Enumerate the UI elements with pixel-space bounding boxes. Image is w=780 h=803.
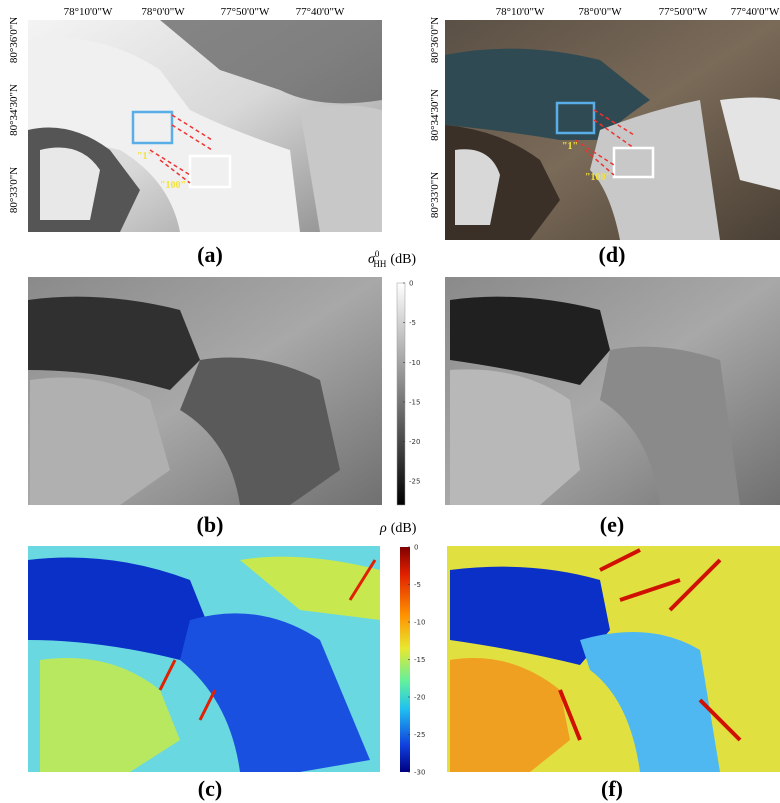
colorbar-tick-label: -15 (414, 656, 425, 664)
panel-e-image (445, 277, 780, 505)
annotation: "1" (137, 151, 153, 162)
panel-b-image (28, 277, 382, 505)
lon-tick-label: 77°40'0"W (731, 6, 780, 18)
annotation: "100" (585, 172, 611, 183)
colorbar-tick-label: -30 (414, 769, 425, 777)
panel-label: (f) (601, 776, 623, 801)
panel-label: (d) (599, 242, 626, 267)
panel-label: (c) (198, 776, 222, 801)
lon-tick-label: 78°0'0"W (141, 6, 185, 18)
figure: σ0HH(dB) ρ(dB) (a) (b) (c) (d) (e) (f) 78°10'0… (0, 0, 780, 803)
colorbar-tick-label: -10 (414, 619, 425, 627)
panel-label: (a) (197, 242, 223, 267)
annotation: "100" (160, 180, 186, 191)
panel-label: (b) (197, 512, 224, 537)
colorbar-tick-label: -10 (409, 359, 420, 367)
panel-c-image (28, 546, 380, 772)
lat-tick-label: 80°33'0"N (429, 172, 441, 218)
colorbar-sigma (397, 283, 405, 505)
panel-f-image (447, 546, 780, 772)
colorbar-tick-label: 0 (409, 280, 413, 288)
colorbar-tick-label: -5 (409, 319, 416, 327)
lat-tick-label: 80°34'30"N (429, 89, 441, 141)
lon-tick-label: 77°50'0"W (659, 6, 708, 18)
panel-d-image (445, 20, 780, 240)
colorbar-tick-label: -20 (409, 438, 420, 446)
colorbar-tick-label: -20 (414, 694, 425, 702)
lon-tick-label: 78°0'0"W (578, 6, 622, 18)
lon-tick-label: 78°10'0"W (496, 6, 545, 18)
annotation: "1" (562, 141, 578, 152)
panel-label: (e) (600, 512, 624, 537)
lon-tick-label: 78°10'0"W (64, 6, 113, 18)
colorbar-tick-label: -15 (409, 398, 420, 406)
lat-tick-label: 80°34'30"N (8, 84, 20, 136)
colorbar-tick-label: -25 (409, 478, 420, 486)
colorbar-tick-label: -25 (414, 731, 425, 739)
lat-tick-label: 80°33'0"N (8, 167, 20, 213)
panel-a-image (28, 20, 382, 232)
colorbar-tick-label: 0 (414, 544, 418, 552)
colorbar-title: ρ(dB) (379, 521, 417, 536)
colorbar-tick-label: -5 (414, 581, 421, 589)
lon-tick-label: 77°50'0"W (221, 6, 270, 18)
lon-tick-label: 77°40'0"W (296, 6, 345, 18)
lat-tick-label: 80°36'0"N (8, 17, 20, 63)
lat-tick-label: 80°36'0"N (429, 17, 441, 63)
